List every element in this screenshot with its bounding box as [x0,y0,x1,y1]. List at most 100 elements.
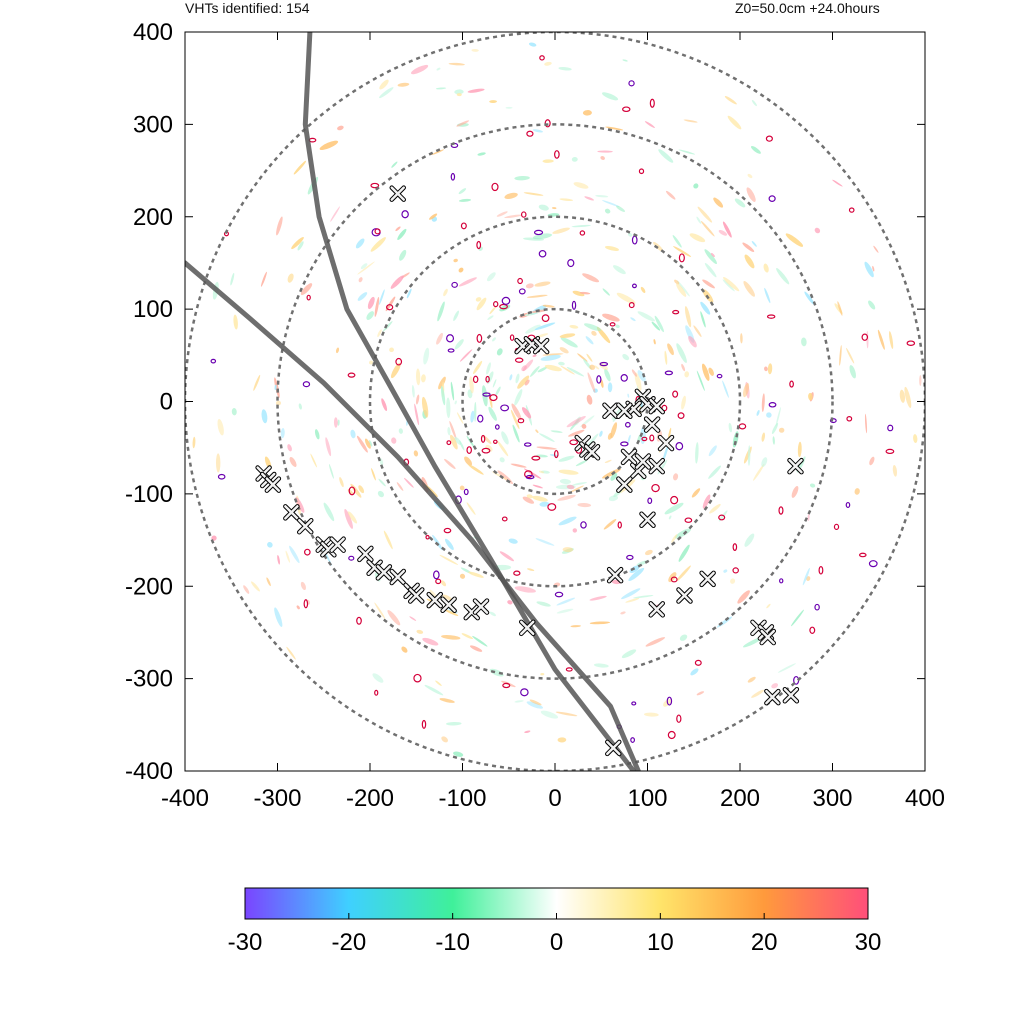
field-patch [695,442,699,464]
x-tick-label: 300 [812,785,852,812]
field-patch [253,374,261,391]
contour-ring [641,436,648,442]
field-patch [801,337,807,347]
contour-ring [494,424,500,430]
field-patch [630,317,636,322]
contour-ring [768,402,777,408]
field-patch [526,294,548,298]
field-patch [573,182,589,189]
field-patch [690,668,699,676]
contour-ring [401,210,409,219]
contour-ring [526,130,534,137]
field-patch [673,246,692,257]
field-patch [391,161,398,168]
field-patch [378,478,386,487]
field-patch [436,67,441,71]
field-patch [286,646,296,660]
field-patch [621,588,641,600]
field-patch [496,211,508,217]
contour-ring [501,516,508,522]
field-patch [709,503,721,514]
field-patch [552,227,570,234]
contour-ring [631,283,637,289]
field-patch [537,366,548,373]
field-patch [397,82,410,87]
field-patch [371,468,376,481]
field-patch [559,198,574,202]
field-patch [684,306,692,328]
field-patch [532,484,544,489]
contour-ring [620,374,628,382]
field-patch [421,396,429,418]
vht-marker [366,559,383,577]
vht-marker [329,536,346,553]
field-patch [534,322,556,330]
contour-ring [670,495,679,505]
vht-marker [764,688,781,706]
vht-marker [759,628,776,646]
field-patch [454,339,464,350]
field-patch [509,374,513,381]
contour-ring [517,418,525,424]
contour-ring [524,470,533,479]
vht-marker [606,566,624,584]
field-patch [756,409,760,416]
vht-marker [676,587,693,604]
contour-ring [425,534,430,540]
field-patch [521,407,532,419]
contour-ring [716,373,723,379]
field-patch [777,663,796,673]
field-patch [577,502,592,508]
field-patch [508,538,518,544]
field-patch [605,126,624,131]
field-patch [764,287,771,304]
field-patch [582,273,600,283]
colorbar-tick-label: 0 [550,929,563,956]
field-patch [535,429,539,434]
field-patch [355,238,365,249]
field-patch [832,179,843,187]
contour-ring [906,340,916,346]
field-patch [512,424,520,443]
field-patch [814,227,821,234]
vht-marker [463,603,480,621]
field-patch [525,283,534,289]
field-patch [357,292,368,301]
contour-ring [675,442,684,451]
field-patch [410,64,429,75]
field-patch [722,221,732,238]
contour-ring [678,253,685,263]
contour-ring [647,497,653,505]
contour-ring [569,439,579,446]
field-patch [416,629,424,634]
field-patch [750,145,761,154]
contour-ring [447,348,455,353]
field-patch [510,463,527,468]
vht-marker [699,570,716,588]
field-patch [607,432,613,440]
field-patch [401,646,408,653]
field-patch [390,362,401,379]
field-patch [643,712,659,717]
vht-marker [616,402,633,419]
contour-ring [539,55,545,61]
y-tick-label: -200 [125,573,173,600]
field-patch [441,736,448,743]
field-patch [572,528,578,533]
field-patch [466,502,476,515]
field-patch [291,236,304,250]
field-patch [443,288,448,297]
contour-ring [628,302,635,309]
field-patch [697,206,713,223]
field-patch [602,313,620,322]
contour-ring [476,333,483,343]
contour-ring [868,560,878,568]
contour-ring [538,250,547,258]
contour-ring [567,258,575,268]
field-patch [696,691,705,696]
field-patch [458,198,472,202]
field-patch [323,502,335,522]
storm-track [185,260,641,771]
field-patch [367,296,375,310]
contour-ring [374,689,379,696]
